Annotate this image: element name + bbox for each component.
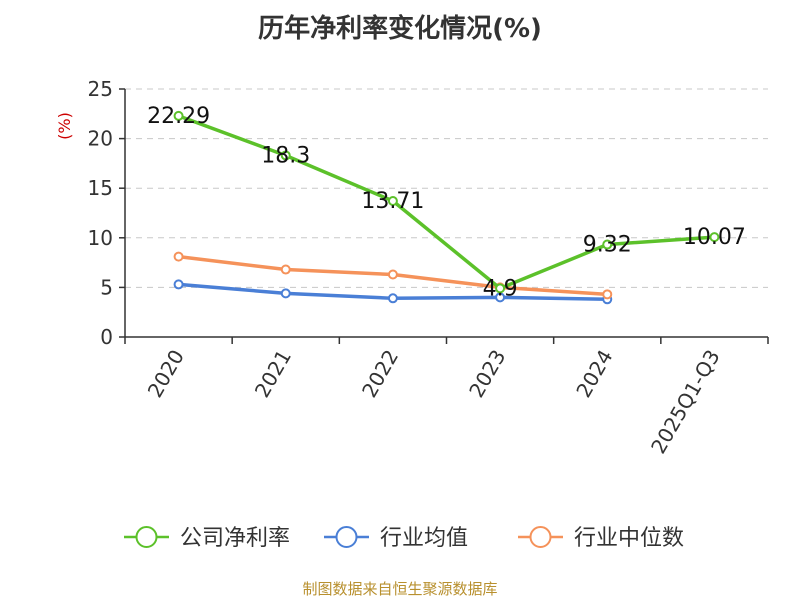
- data-point: [173, 251, 184, 262]
- chart-title: 历年净利率变化情况(%): [258, 14, 542, 44]
- data-label: 22.29: [147, 104, 210, 129]
- data-point: [173, 279, 184, 290]
- data-point: [709, 232, 720, 243]
- x-tick-label: 2025Q1-Q3: [646, 346, 725, 458]
- data-point: [387, 293, 398, 304]
- source-note: 制图数据来自恒生聚源数据库: [302, 580, 498, 598]
- data-point: [280, 150, 291, 161]
- data-label: 10.07: [683, 225, 746, 250]
- x-tick-label: 2020: [143, 346, 189, 402]
- legend-label: 公司净利率: [180, 526, 290, 551]
- y-tick-label: 0: [100, 325, 113, 349]
- data-label: 9.32: [583, 233, 632, 258]
- x-tick-label: 2024: [571, 346, 617, 402]
- y-axis-label: (%): [55, 112, 74, 140]
- x-tick-label: 2022: [357, 346, 403, 402]
- series-line-0: [177, 114, 715, 291]
- data-point: [280, 264, 291, 275]
- legend-label: 行业均值: [380, 526, 468, 551]
- legend-marker: [529, 526, 552, 548]
- data-point: [495, 283, 506, 294]
- data-point: [280, 288, 291, 299]
- legend-marker: [135, 526, 158, 548]
- legend-label: 行业中位数: [574, 526, 684, 551]
- data-point: [602, 289, 613, 300]
- data-label: 13.71: [361, 189, 424, 214]
- y-tick-label: 15: [88, 176, 113, 200]
- data-point: [387, 269, 398, 280]
- x-tick-label: 2021: [250, 346, 296, 402]
- y-tick-label: 5: [100, 275, 113, 299]
- x-tick-label: 2023: [464, 346, 510, 402]
- data-label: 4.9: [483, 276, 518, 301]
- data-point: [602, 239, 613, 250]
- data-point: [387, 195, 398, 206]
- data-point: [173, 110, 184, 121]
- legend-marker: [335, 526, 358, 548]
- y-tick-label: 25: [88, 77, 113, 101]
- y-tick-label: 10: [88, 226, 113, 250]
- y-tick-label: 20: [88, 127, 113, 151]
- data-label: 18.3: [261, 143, 310, 168]
